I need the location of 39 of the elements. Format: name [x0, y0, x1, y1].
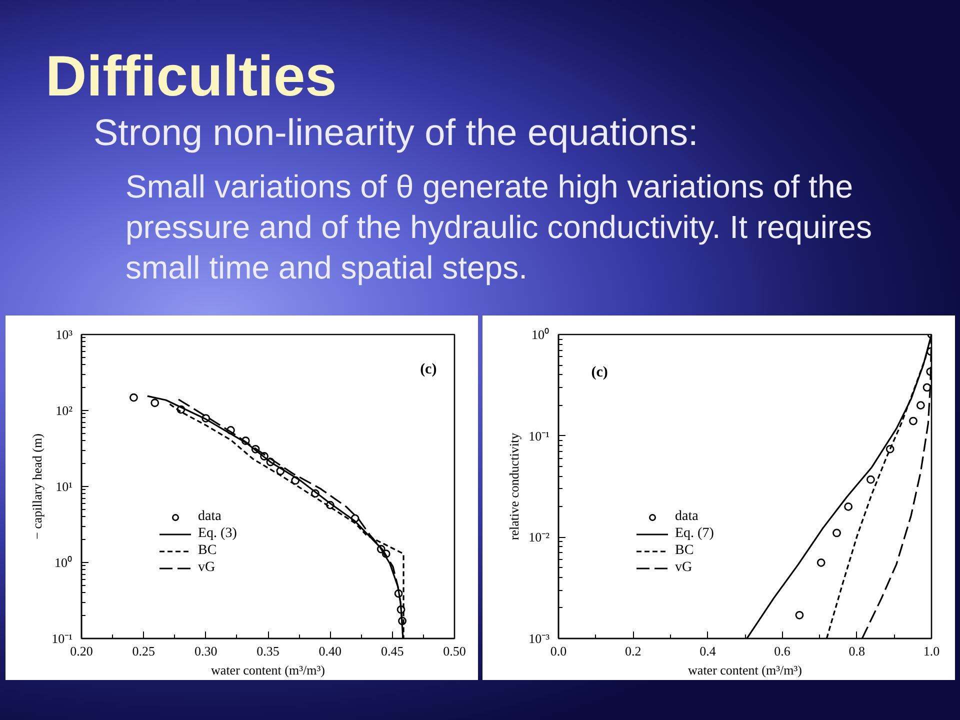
legend-label: Eq. (7) [675, 526, 714, 542]
x-tick-label: 0.4 [700, 644, 716, 658]
legend-label: BC [675, 543, 695, 559]
y-tick-label: 10⁻¹ [528, 428, 550, 444]
x-tick-label: 0.30 [194, 644, 218, 658]
y-tick-label: 10⁻³ [528, 631, 550, 646]
legend-label: data [675, 509, 698, 525]
legend-label: Eq. (3) [198, 526, 237, 542]
x-tick-label: 0.40 [318, 644, 342, 658]
legend-label: BC [198, 543, 218, 559]
x-tick-label: 0.35 [256, 644, 280, 658]
y-tick-label: 10⁰ [532, 327, 550, 342]
y-tick-label: 10³ [56, 327, 73, 342]
y-tick-label: 10¹ [56, 479, 73, 494]
x-tick-label: 0.0 [550, 644, 567, 658]
x-tick-label: 0.50 [443, 644, 466, 658]
y-tick-label: 10⁻¹ [52, 631, 73, 646]
text: Small variations of θ generate high variations of the pressure and of the hydraulic conductivity. It requires small time and spatial steps. [126, 168, 872, 286]
y-tick-label: 10² [56, 403, 73, 418]
legend-label: vG [198, 560, 216, 576]
x-tick-label: 0.8 [848, 644, 866, 658]
x-tick-label: 1.0 [923, 644, 940, 658]
x-tick-label: 0.2 [624, 644, 642, 658]
x-axis-title: water content (m³/m³) [211, 662, 325, 678]
y-axis-title: − capillary head (m) [30, 434, 45, 540]
y-tick-label: 10⁰ [54, 555, 72, 570]
y-axis-title: relative conductivity [506, 432, 522, 540]
y-tick-label: 10⁻² [528, 530, 550, 545]
x-tick-label: 0.45 [380, 644, 404, 658]
chart-title: Difficulties [46, 44, 337, 108]
legend-label: vG [675, 560, 694, 576]
annotation: (c) [420, 361, 437, 378]
x-axis-title: water content (m³/m³) [688, 662, 802, 678]
x-tick-label: 0.6 [774, 644, 791, 658]
x-tick-label: 0.25 [132, 644, 156, 658]
annotation: (c) [591, 364, 608, 380]
legend-label: data [198, 509, 222, 525]
chart-subtitle: Strong non-linearity of the equations: [94, 112, 698, 153]
x-tick-label: 0.20 [70, 644, 93, 658]
